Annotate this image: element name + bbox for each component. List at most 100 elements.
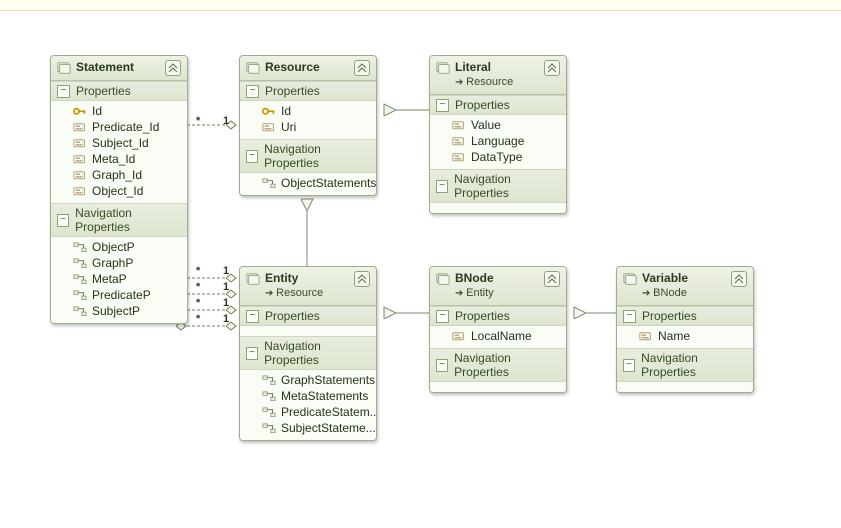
toggle-icon[interactable]: − <box>623 310 636 323</box>
nav-item[interactable]: GraphP <box>51 255 187 271</box>
section-label: Properties <box>455 309 510 323</box>
property-icon <box>452 119 466 131</box>
property-label: Value <box>471 118 501 132</box>
properties-list: Id Uri <box>240 101 376 139</box>
section-label: Navigation Properties <box>264 142 370 170</box>
toggle-icon[interactable]: − <box>246 347 258 360</box>
nav-item[interactable]: SubjectP <box>51 303 187 319</box>
nav-icon <box>73 289 87 301</box>
nav-list <box>430 382 566 392</box>
property-item[interactable]: Graph_Id <box>51 167 187 183</box>
collapse-button[interactable] <box>354 271 370 287</box>
toggle-icon[interactable]: − <box>436 180 448 193</box>
section-header-nav[interactable]: − Navigation Properties <box>240 139 376 173</box>
nav-label: MetaStatements <box>281 389 368 403</box>
section-header-nav[interactable]: − Navigation Properties <box>240 336 376 370</box>
section-label: Navigation Properties <box>454 172 560 200</box>
toggle-icon[interactable]: − <box>436 310 449 323</box>
property-item[interactable]: Subject_Id <box>51 135 187 151</box>
properties-list <box>240 326 376 336</box>
property-item[interactable]: Name <box>617 328 753 344</box>
entity-header[interactable]: Literal Resource <box>430 56 566 95</box>
key-icon <box>73 105 87 117</box>
nav-item[interactable]: MetaStatements <box>240 388 376 404</box>
toggle-icon[interactable]: − <box>57 85 70 98</box>
entity-entity[interactable]: Entity Resource − Properties − Navigatio… <box>239 266 377 441</box>
section-header-properties[interactable]: − Properties <box>240 81 376 101</box>
section-header-properties[interactable]: − Properties <box>617 306 753 326</box>
nav-label: PredicateStatem... <box>281 405 376 419</box>
section-header-nav[interactable]: − Navigation Properties <box>430 348 566 382</box>
property-label: Object_Id <box>92 184 143 198</box>
section-header-properties[interactable]: − Properties <box>430 306 566 326</box>
property-label: Meta_Id <box>92 152 135 166</box>
collapse-button[interactable] <box>544 271 560 287</box>
entity-header[interactable]: Statement <box>51 56 187 81</box>
entity-statement[interactable]: Statement − Properties Id Predicate_Id S… <box>50 55 188 324</box>
nav-label: SubjectP <box>92 304 140 318</box>
collapse-button[interactable] <box>731 271 747 287</box>
nav-item[interactable]: PredicateP <box>51 287 187 303</box>
entity-resource[interactable]: Resource − Properties Id Uri − Navigatio… <box>239 55 377 196</box>
section-header-properties[interactable]: − Properties <box>240 306 376 326</box>
toggle-icon[interactable]: − <box>246 85 259 98</box>
property-item[interactable]: Id <box>51 103 187 119</box>
entity-header[interactable]: Entity Resource <box>240 267 376 306</box>
entity-icon <box>436 61 450 75</box>
entity-header[interactable]: BNode Entity <box>430 267 566 306</box>
section-header-nav[interactable]: − Navigation Properties <box>51 203 187 237</box>
entity-icon <box>436 272 450 286</box>
mult-one: 1 <box>223 265 229 277</box>
toggle-icon[interactable]: − <box>436 359 448 372</box>
entity-title: BNode <box>455 271 494 285</box>
property-item[interactable]: Uri <box>240 119 376 135</box>
property-icon <box>73 185 87 197</box>
property-label: DataType <box>471 150 522 164</box>
nav-item[interactable]: ObjectStatements <box>240 175 376 191</box>
property-item[interactable]: Language <box>430 133 566 149</box>
nav-list: ObjectStatements <box>240 173 376 195</box>
nav-item[interactable]: SubjectStateme... <box>240 420 376 436</box>
nav-list <box>617 382 753 392</box>
mult-star: * <box>196 265 200 277</box>
section-header-properties[interactable]: − Properties <box>430 95 566 115</box>
property-label: Graph_Id <box>92 168 142 182</box>
section-label: Navigation Properties <box>641 351 747 379</box>
toggle-icon[interactable]: − <box>623 359 635 372</box>
collapse-button[interactable] <box>544 60 560 76</box>
property-label: Id <box>92 104 102 118</box>
mult-one: 1 <box>223 281 229 293</box>
property-item[interactable]: Meta_Id <box>51 151 187 167</box>
toggle-icon[interactable]: − <box>57 214 69 227</box>
section-header-properties[interactable]: − Properties <box>51 81 187 101</box>
mult-star: * <box>196 115 200 127</box>
property-item[interactable]: Object_Id <box>51 183 187 199</box>
nav-item[interactable]: ObjectP <box>51 239 187 255</box>
nav-label: GraphStatements <box>281 373 375 387</box>
properties-list: Id Predicate_Id Subject_Id Meta_Id Graph… <box>51 101 187 203</box>
properties-list: LocalName <box>430 326 566 348</box>
property-label: Predicate_Id <box>92 120 159 134</box>
collapse-button[interactable] <box>354 60 370 76</box>
property-label: Id <box>281 104 291 118</box>
entity-literal[interactable]: Literal Resource − Properties Value Lang… <box>429 55 567 214</box>
collapse-button[interactable] <box>165 60 181 76</box>
property-item[interactable]: LocalName <box>430 328 566 344</box>
toggle-icon[interactable]: − <box>246 150 258 163</box>
property-item[interactable]: Predicate_Id <box>51 119 187 135</box>
property-item[interactable]: Id <box>240 103 376 119</box>
nav-item[interactable]: PredicateStatem... <box>240 404 376 420</box>
entity-bnode[interactable]: BNode Entity − Properties LocalName − Na… <box>429 266 567 393</box>
section-label: Properties <box>455 98 510 112</box>
entity-variable[interactable]: Variable BNode − Properties Name − Navig… <box>616 266 754 393</box>
entity-header[interactable]: Variable BNode <box>617 267 753 306</box>
property-item[interactable]: Value <box>430 117 566 133</box>
section-header-nav[interactable]: − Navigation Properties <box>617 348 753 382</box>
toggle-icon[interactable]: − <box>436 99 449 112</box>
property-item[interactable]: DataType <box>430 149 566 165</box>
entity-header[interactable]: Resource <box>240 56 376 81</box>
toggle-icon[interactable]: − <box>246 310 259 323</box>
nav-item[interactable]: MetaP <box>51 271 187 287</box>
section-header-nav[interactable]: − Navigation Properties <box>430 169 566 203</box>
nav-item[interactable]: GraphStatements <box>240 372 376 388</box>
